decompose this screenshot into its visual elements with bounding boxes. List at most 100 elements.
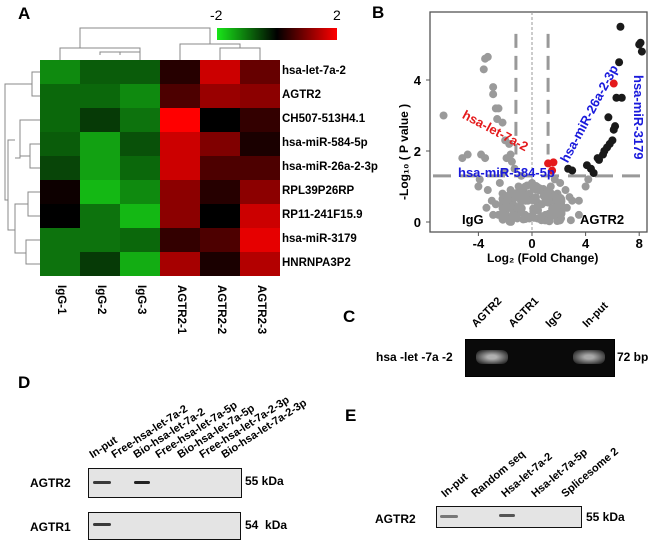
- heatmap-cell: [160, 132, 200, 156]
- heatmap-cell: [160, 252, 200, 276]
- colorbar-max-label: 2: [333, 7, 341, 23]
- y-tick-label: 2: [414, 144, 421, 159]
- not-significant-point: [574, 210, 583, 219]
- highlighted-point: [609, 79, 618, 88]
- heatmap-cell: [160, 108, 200, 132]
- not-significant-point: [489, 83, 498, 92]
- not-significant-point: [533, 183, 542, 192]
- x-tick-label: 0: [528, 236, 535, 251]
- significant-point: [616, 22, 625, 31]
- not-significant-point: [566, 216, 575, 225]
- not-significant-point: [510, 190, 519, 199]
- heatmap-row-label: hsa-miR-584-5p: [282, 137, 368, 149]
- heatmap-cell: [40, 252, 80, 276]
- not-significant-point: [474, 182, 483, 191]
- not-significant-point: [553, 201, 562, 210]
- not-significant-point: [557, 209, 566, 218]
- significant-point: [589, 169, 598, 178]
- significant-point: [615, 58, 624, 67]
- highlighted-point: [548, 166, 557, 175]
- not-significant-point: [556, 216, 565, 225]
- heatmap-cell: [200, 84, 240, 108]
- heatmap-cell: [160, 156, 200, 180]
- heatmap-cell: [200, 60, 240, 84]
- panel-label-a: A: [18, 4, 31, 23]
- not-significant-point: [574, 196, 583, 205]
- heatmap-cell: [80, 156, 120, 180]
- x-tick-label: -4: [473, 236, 485, 251]
- heatmap-cell: [200, 180, 240, 204]
- panel-label-b: B: [372, 3, 385, 22]
- heatmap-cell: [240, 60, 280, 84]
- not-significant-point: [499, 168, 508, 177]
- plot-frame: [429, 11, 648, 233]
- not-significant-point: [489, 90, 498, 99]
- not-significant-point: [549, 211, 558, 220]
- y-tick-label: 0: [414, 215, 421, 230]
- heatmap-cell: [40, 108, 80, 132]
- column-dendrogram: [59, 27, 261, 60]
- band-input: [440, 515, 458, 518]
- not-significant-point: [519, 215, 528, 224]
- not-significant-point: [510, 164, 519, 173]
- heatmap-row-label: RPL39P26RP: [282, 185, 355, 197]
- heatmap-cell: [40, 156, 80, 180]
- annotation-hsa-mir-3179: hsa-miR-3179: [631, 75, 646, 160]
- heatmap-row-label: RP11-241F15.9: [282, 209, 363, 221]
- heatmap-cell: [80, 84, 120, 108]
- heatmap-cell: [240, 180, 280, 204]
- heatmap-cell: [200, 132, 240, 156]
- heatmap-cell: [120, 156, 160, 180]
- not-significant-point: [581, 182, 590, 191]
- not-significant-point: [505, 139, 514, 148]
- not-significant-point: [517, 171, 526, 180]
- heatmap-cell: [160, 204, 200, 228]
- heatmap-cell: [40, 84, 80, 108]
- not-significant-point: [500, 210, 509, 219]
- not-significant-point: [479, 65, 488, 74]
- heatmap-cell: [80, 180, 120, 204]
- heatmap-cell: [120, 180, 160, 204]
- heatmap-cell: [120, 108, 160, 132]
- y-axis-label: -Log₁₀ ( P value ): [397, 103, 411, 200]
- heatmap-cell: [240, 84, 280, 108]
- heatmap-cell: [200, 204, 240, 228]
- heatmap-cell: [80, 204, 120, 228]
- not-significant-point: [508, 211, 517, 220]
- not-significant-point: [502, 197, 511, 206]
- not-significant-point: [529, 196, 538, 205]
- heatmap-cell: [40, 204, 80, 228]
- panel-label-c: C: [343, 307, 356, 326]
- region-label-igg: IgG: [462, 212, 484, 227]
- not-significant-point: [498, 118, 507, 127]
- panel-label-e: E: [345, 406, 357, 425]
- heatmap-cell: [40, 228, 80, 252]
- heatmap-cell: [120, 60, 160, 84]
- not-significant-point: [439, 111, 448, 120]
- not-significant-point: [551, 192, 560, 201]
- not-significant-point: [568, 196, 577, 205]
- gel-image: [465, 339, 615, 377]
- colorbar: [217, 28, 337, 40]
- band-input: [573, 350, 605, 364]
- not-significant-point: [475, 175, 484, 184]
- heatmap-cell: [240, 132, 280, 156]
- not-significant-point: [537, 212, 546, 221]
- y-tick-label: 4: [414, 73, 422, 88]
- heatmap-row-label: AGTR2: [282, 89, 321, 101]
- heatmap-cell: [200, 108, 240, 132]
- heatmap-cell: [160, 60, 200, 84]
- heatmap-cell: [160, 228, 200, 252]
- not-significant-point: [458, 154, 467, 163]
- heatmap-cell: [160, 180, 200, 204]
- heatmap-cell: [240, 108, 280, 132]
- region-label-agtr2: AGTR2: [580, 212, 625, 227]
- not-significant-point: [521, 182, 530, 191]
- not-significant-point: [481, 154, 490, 163]
- blot-label-agtr1: AGTR1: [30, 520, 71, 534]
- blot-label-agtr2-e: AGTR2: [375, 512, 416, 526]
- not-significant-point: [531, 204, 540, 213]
- not-significant-point: [483, 52, 492, 61]
- not-significant-point: [544, 192, 553, 201]
